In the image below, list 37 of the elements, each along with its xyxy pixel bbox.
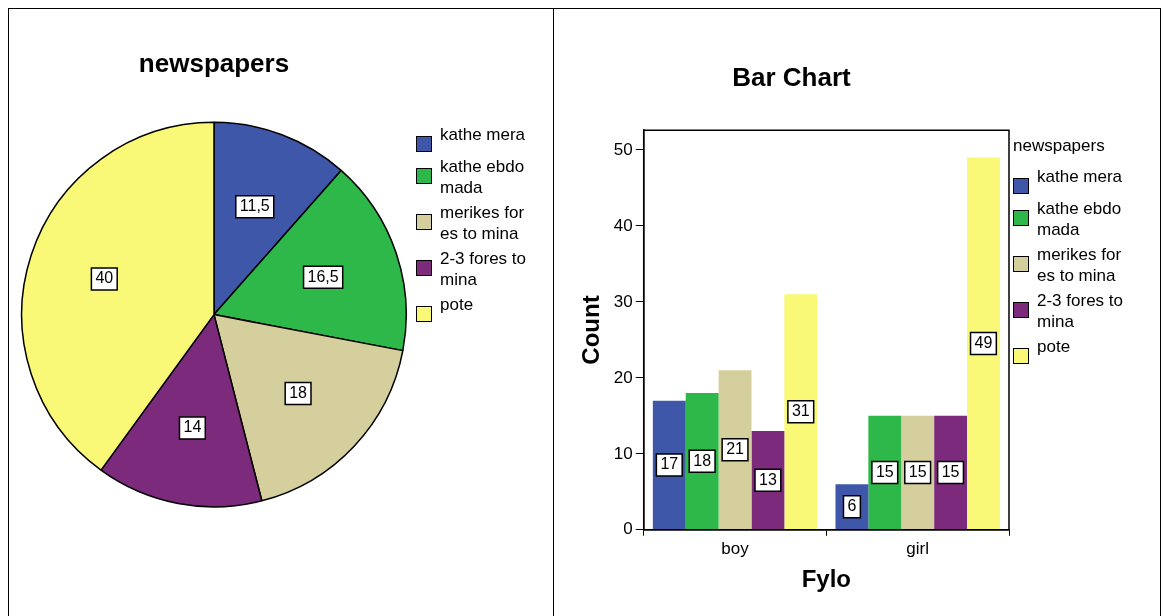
legend-label: pote	[1037, 336, 1071, 357]
bar	[685, 393, 719, 530]
y-tick-label: 10	[613, 443, 633, 463]
bar	[966, 157, 1000, 530]
data-label: 21	[726, 440, 745, 458]
legend-label: kathe mera	[440, 124, 526, 145]
y-tick-label: 30	[613, 291, 633, 311]
legend-label: pote	[440, 294, 474, 315]
chart-title: Bar Chart	[732, 61, 852, 92]
data-label: 18	[289, 383, 308, 401]
data-label: 15	[941, 462, 960, 480]
x-tick-label: girl	[906, 538, 930, 558]
x-axis-title: Fylo	[801, 565, 852, 593]
legend-label: merikes fores to mina	[1037, 244, 1123, 286]
data-label: 18	[693, 451, 712, 469]
data-label: 17	[660, 455, 679, 473]
chart-title: newspapers	[138, 47, 290, 78]
data-label: 13	[759, 470, 777, 488]
data-label: 14	[183, 418, 202, 436]
y-tick-label: 50	[613, 139, 633, 159]
data-label: 16,5	[307, 267, 339, 285]
legend-label: merikes fores to mina	[440, 202, 526, 244]
data-label: 49	[974, 333, 993, 351]
legend-label: kathe mera	[1037, 166, 1123, 187]
data-label: 15	[908, 462, 927, 480]
bar	[784, 294, 818, 530]
x-tick-label: boy	[721, 538, 750, 558]
y-tick-label: 40	[613, 215, 633, 235]
y-tick-label: 0	[623, 519, 633, 539]
legend-title: newspapers	[1013, 135, 1106, 156]
data-label: 15	[875, 462, 894, 480]
data-label: 31	[791, 402, 810, 420]
data-label: 6	[847, 497, 857, 515]
y-axis-title: Count	[577, 295, 605, 365]
y-tick-label: 20	[613, 367, 633, 387]
data-label: 11,5	[239, 197, 270, 215]
data-label: 40	[95, 269, 114, 287]
